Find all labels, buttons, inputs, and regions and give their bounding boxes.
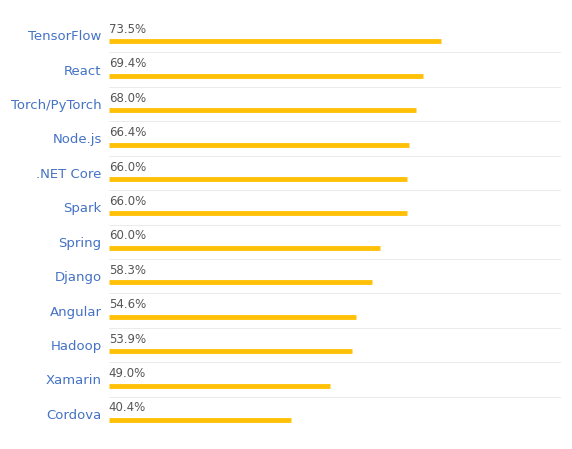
Text: 73.5%: 73.5% <box>109 23 146 36</box>
Text: 60.0%: 60.0% <box>109 229 146 242</box>
Text: 66.0%: 66.0% <box>109 161 146 174</box>
Text: 54.6%: 54.6% <box>109 298 146 311</box>
Text: 49.0%: 49.0% <box>109 367 146 380</box>
Text: 66.4%: 66.4% <box>109 126 146 139</box>
Text: 58.3%: 58.3% <box>109 264 146 277</box>
Text: 40.4%: 40.4% <box>109 401 146 414</box>
Text: 69.4%: 69.4% <box>109 57 146 70</box>
Text: 68.0%: 68.0% <box>109 92 146 105</box>
Text: 53.9%: 53.9% <box>109 333 146 346</box>
Text: 66.0%: 66.0% <box>109 195 146 208</box>
